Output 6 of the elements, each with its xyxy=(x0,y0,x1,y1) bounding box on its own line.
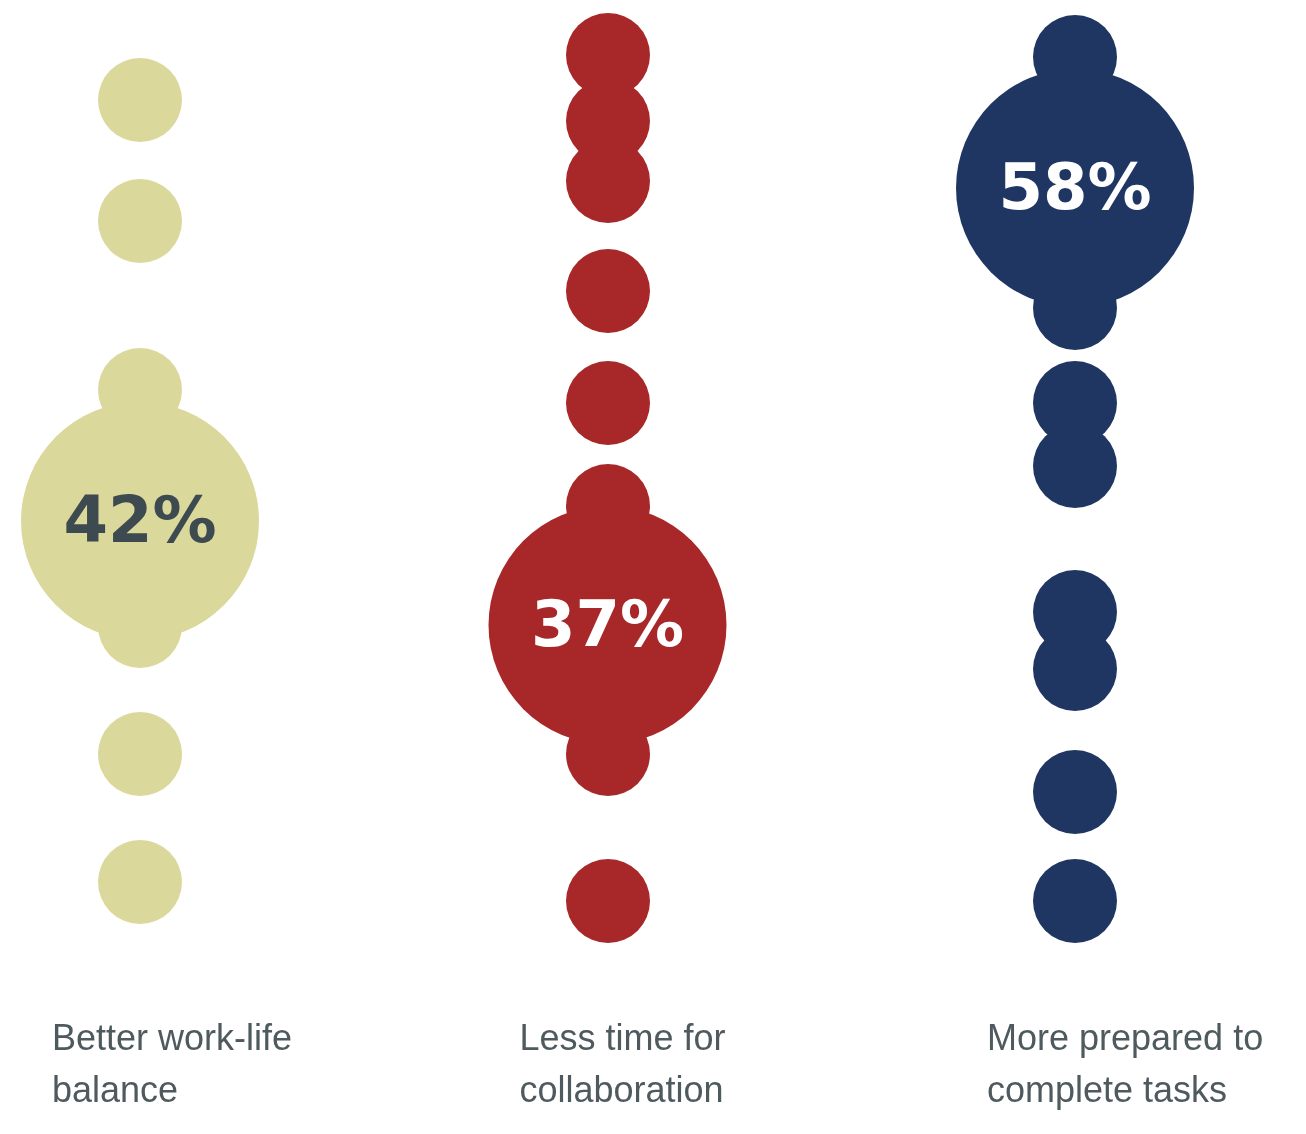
x-tick-label: Less time for collaboration xyxy=(519,1016,727,1112)
x-tick-label: More prepared to complete tasks xyxy=(987,1016,1265,1112)
x-tick-label: Better work-life balance xyxy=(52,1016,294,1112)
data-label: 37% xyxy=(530,586,685,661)
data-label: 42% xyxy=(63,482,217,557)
data-label: 58% xyxy=(998,149,1152,224)
